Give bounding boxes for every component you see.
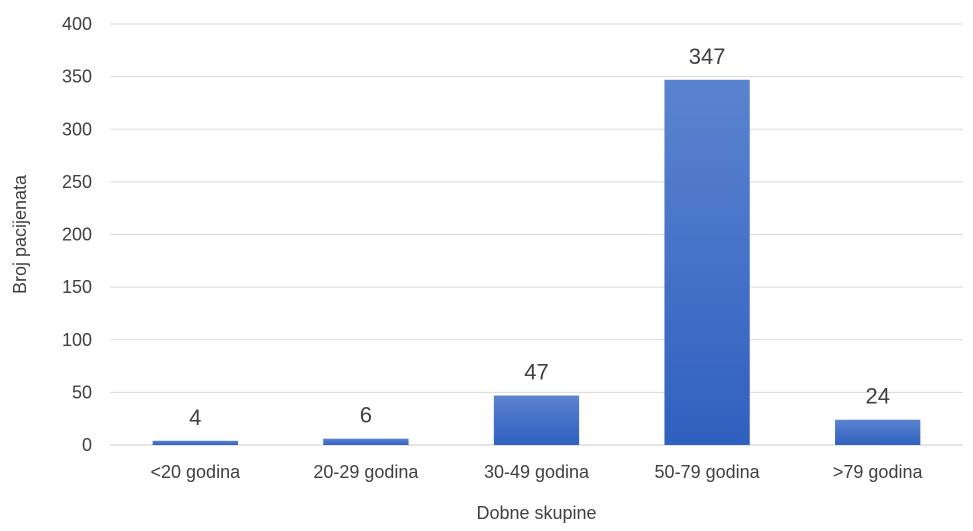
y-tick-label: 250 xyxy=(62,172,92,192)
x-tick-label: 50-79 godina xyxy=(655,462,761,482)
data-label: 24 xyxy=(865,384,889,409)
bar xyxy=(835,419,921,445)
bar xyxy=(493,395,580,445)
data-label: 47 xyxy=(524,360,548,385)
bar xyxy=(664,79,750,445)
y-tick-label: 300 xyxy=(62,119,92,139)
gridlines xyxy=(110,23,963,446)
data-label: 347 xyxy=(689,44,726,69)
x-tick-label: <20 godina xyxy=(151,462,242,482)
y-axis-ticks: 0 50 100 150 200 250 300 350 400 xyxy=(62,14,92,455)
data-label: 6 xyxy=(360,403,372,428)
bar xyxy=(152,440,238,445)
data-labels: 4 6 47 347 24 xyxy=(189,44,890,430)
x-tick-label: >79 godina xyxy=(833,462,924,482)
y-tick-label: 400 xyxy=(62,14,92,34)
y-tick-label: 350 xyxy=(62,67,92,87)
y-tick-label: 150 xyxy=(62,277,92,297)
data-label: 4 xyxy=(189,405,201,430)
x-axis-title: Dobne skupine xyxy=(476,503,596,523)
x-axis-categories: <20 godina 20-29 godina 30-49 godina 50-79 … xyxy=(151,462,924,482)
y-tick-label: 50 xyxy=(72,382,92,402)
y-tick-label: 200 xyxy=(62,225,92,245)
bars xyxy=(152,79,921,445)
y-tick-label: 0 xyxy=(82,435,92,455)
y-tick-label: 100 xyxy=(62,330,92,350)
x-tick-label: 30-49 godina xyxy=(484,462,590,482)
x-tick-label: 20-29 godina xyxy=(313,462,419,482)
bar xyxy=(323,438,409,445)
y-axis-title: Broj pacijenata xyxy=(10,174,30,294)
